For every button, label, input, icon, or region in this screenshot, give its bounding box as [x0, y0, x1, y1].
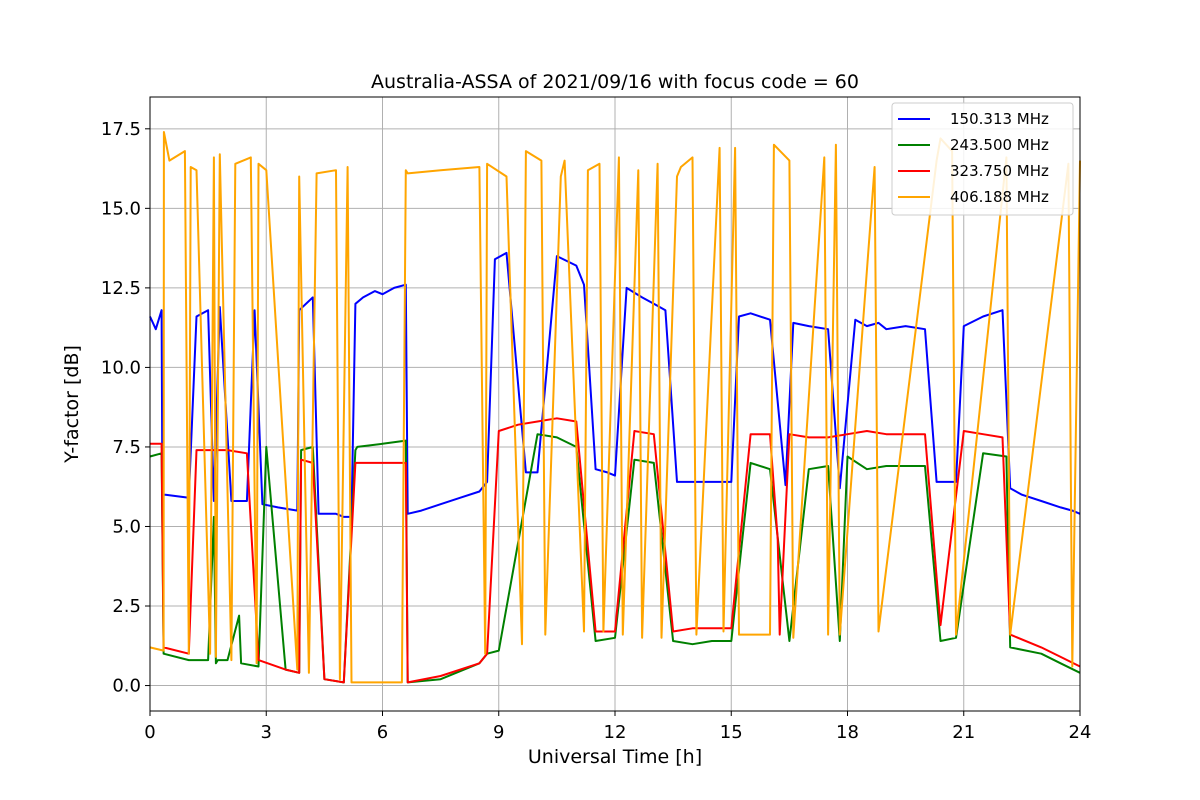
x-tick-label: 12: [604, 722, 627, 743]
y-tick-label: 17.5: [101, 119, 141, 140]
x-tick-label: 9: [493, 722, 504, 743]
y-tick-label: 7.5: [112, 437, 141, 458]
x-tick-label: 24: [1069, 722, 1092, 743]
series-group: [149, 131, 1081, 684]
y-tick-label: 5.0: [112, 516, 141, 537]
y-tick-label: 10.0: [101, 357, 141, 378]
y-tick-label: 15.0: [101, 198, 141, 219]
series-line-323-750-mhz: [150, 417, 1081, 684]
x-axis-title: Universal Time [h]: [528, 746, 702, 768]
legend-label: 243.500 MHz: [950, 136, 1049, 154]
x-tick-label: 18: [836, 722, 859, 743]
legend: 150.313 MHz 243.500 MHz 323.750 MHz 406.188…: [891, 102, 1074, 216]
x-axis: 0 3 6 9 12 15 18 21 24: [144, 711, 1091, 743]
series-line-406-188-mhz: [149, 131, 1081, 684]
y-axis-title: Y-factor [dB]: [61, 345, 83, 464]
y-tick-label: 12.5: [101, 278, 141, 299]
series-line-150-313-mhz: [149, 251, 1081, 518]
series-line-243-500-mhz: [149, 433, 1081, 684]
x-tick-label: 21: [952, 722, 975, 743]
legend-label: 406.188 MHz: [950, 188, 1049, 206]
legend-label: 323.750 MHz: [950, 162, 1049, 180]
y-axis: 0.0 2.5 5.0 7.5 10.0 12.5 15.0 17.5: [101, 119, 150, 697]
x-tick-label: 3: [261, 722, 272, 743]
y-tick-label: 2.5: [112, 596, 141, 617]
x-tick-label: 6: [377, 722, 388, 743]
y-tick-label: 0.0: [112, 676, 141, 697]
chart-title: Australia-ASSA of 2021/09/16 with focus …: [371, 71, 859, 93]
legend-label: 150.313 MHz: [950, 110, 1049, 128]
x-tick-label: 0: [144, 722, 155, 743]
x-tick-label: 15: [720, 722, 743, 743]
legend-box: [891, 102, 1074, 216]
